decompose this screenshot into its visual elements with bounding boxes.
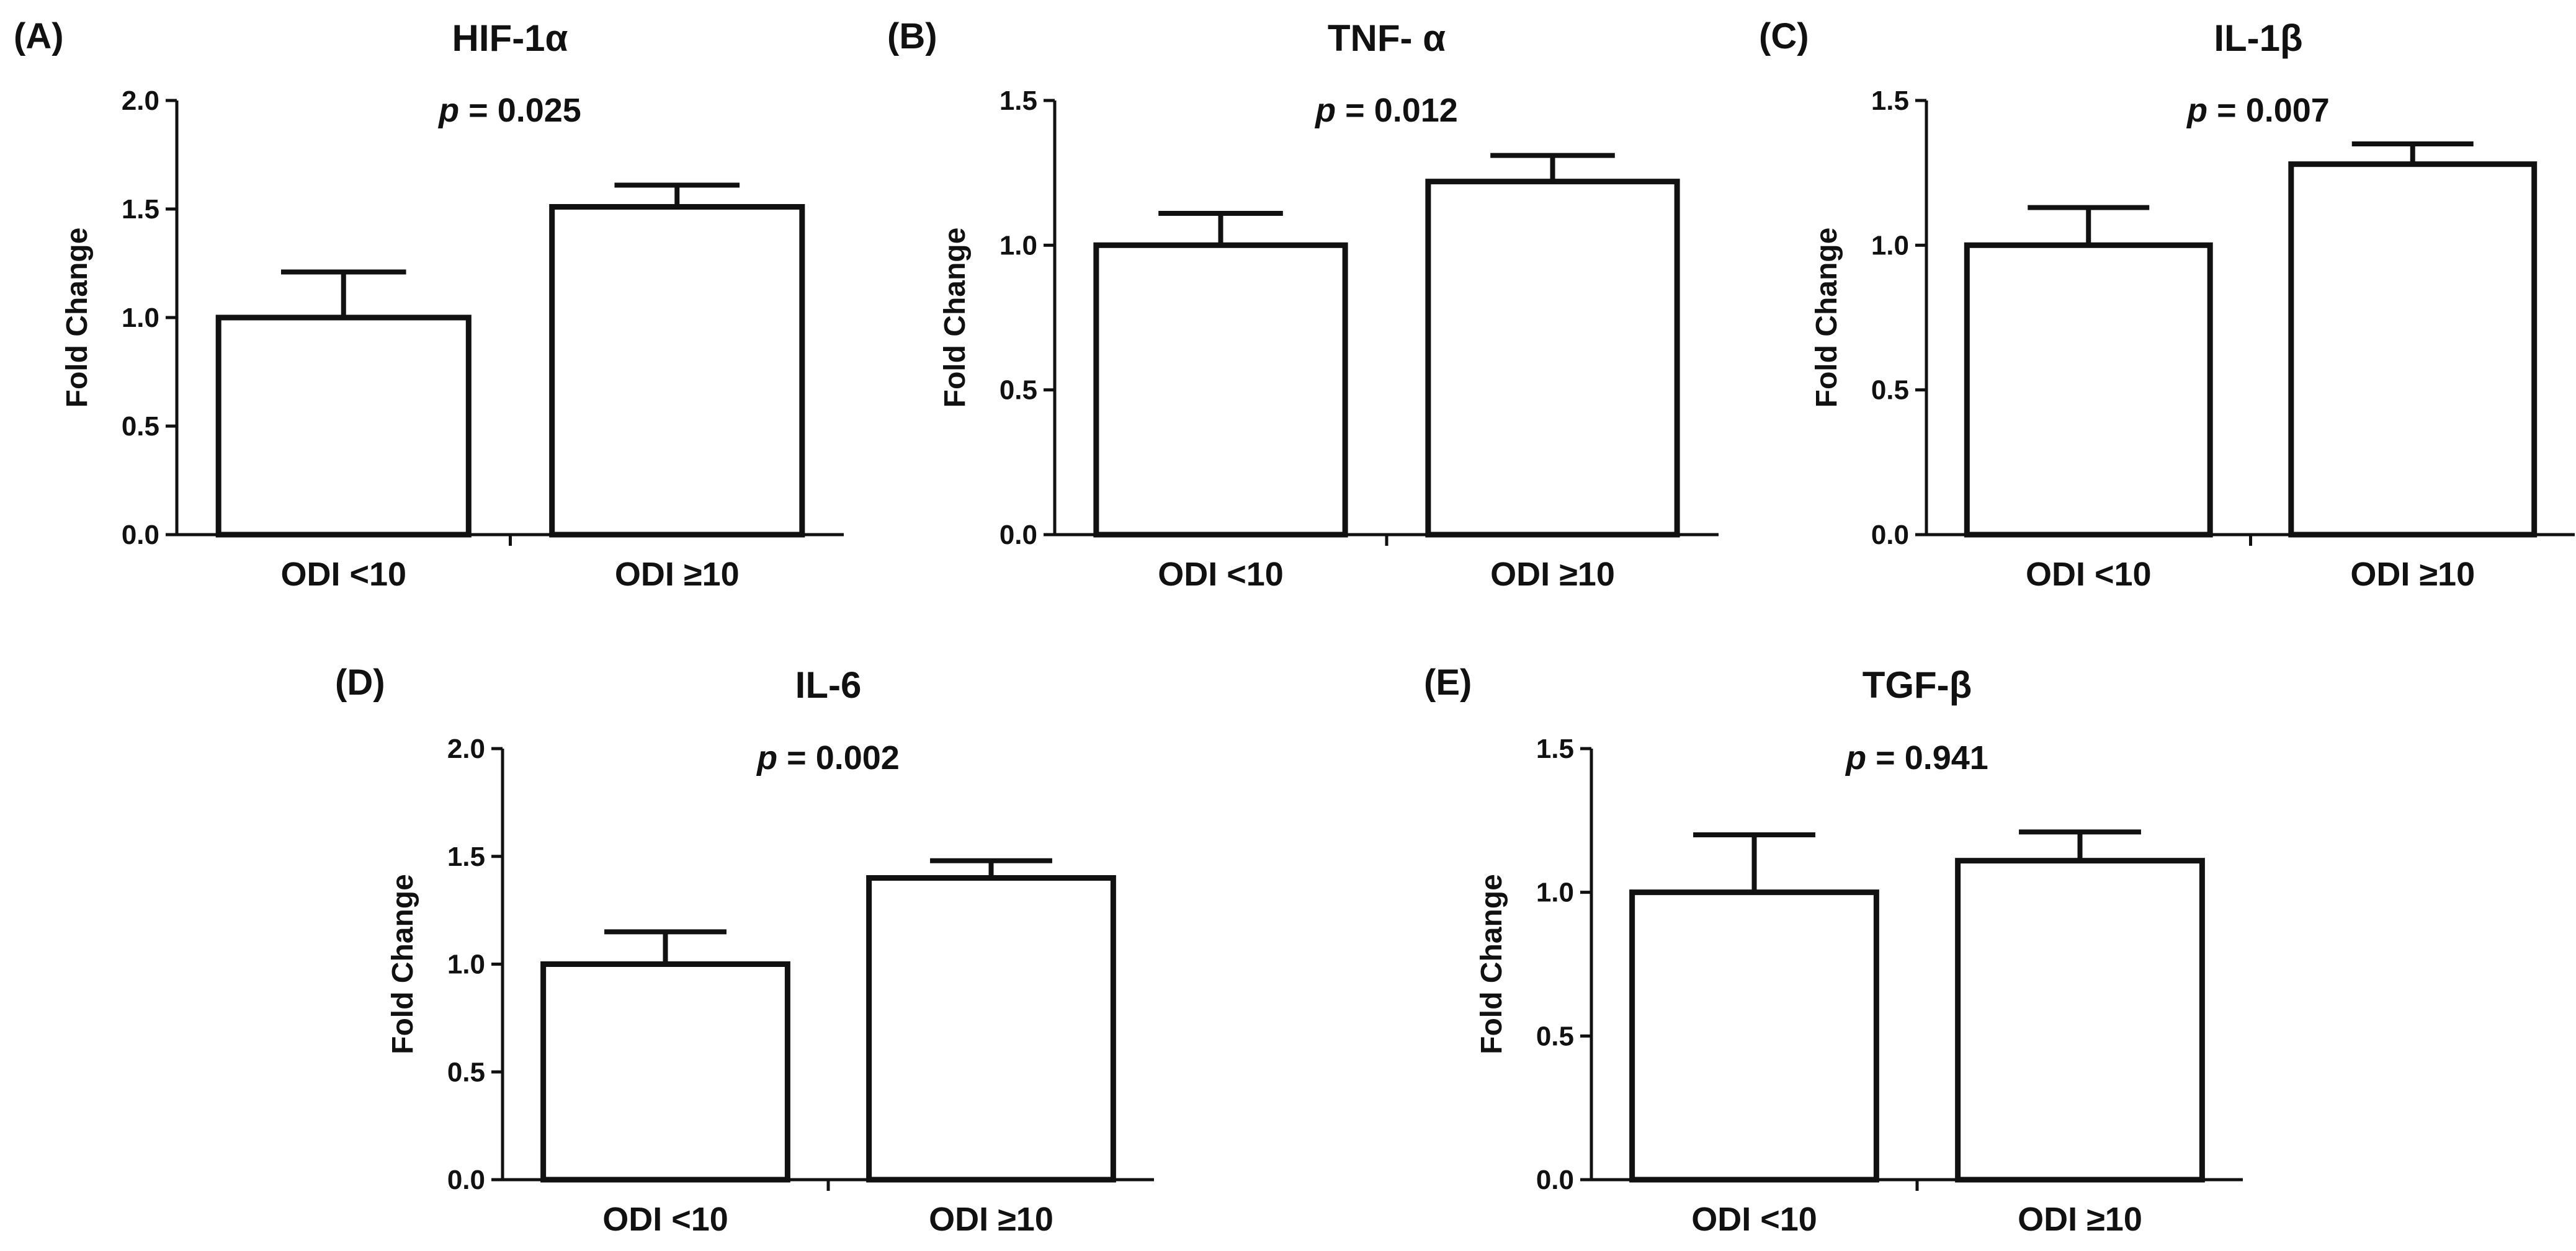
y-tick-label: 0.5 [1536,1021,1574,1051]
p-value: = 0.025 [459,92,581,129]
panel-label: (C) [1759,16,1809,56]
y-axis-label: Fold Change [387,874,419,1054]
x-category-label: ODI ≥10 [2350,556,2475,593]
bar-1 [1629,889,1879,1183]
y-tick-label: 1.5 [1871,86,1909,116]
chart-panel-4: (D) IL-6 p = 0.002 Fold Change 0.0 0.5 1.0 1.5 2… [335,662,1154,1238]
bar-1 [1964,242,2213,538]
y-tick-label: 1.0 [1871,230,1909,260]
p-value-annotation: p = 0.012 [1314,92,1458,129]
p-symbol: p [1845,739,1866,777]
y-tick-label: 0.5 [122,411,159,442]
panel-label: (A) [14,16,64,56]
p-value: = 0.012 [1336,92,1458,129]
panel-label: (B) [887,16,937,56]
bar-2 [549,204,805,538]
panel-label: (E) [1424,662,1472,703]
y-axis-label: Fold Change [61,228,94,408]
p-value-annotation: p = 0.007 [2186,92,2330,129]
chart-panel-1: (A) HIF-1α p = 0.025 Fold Change 0.0 0.5 1.0 1.… [14,16,844,593]
x-category-label: ODI ≥10 [2018,1201,2142,1238]
y-tick-label: 1.5 [447,842,485,872]
x-category-label: ODI <10 [1691,1201,1817,1238]
p-symbol: p [1314,92,1336,129]
chart-title: IL-1β [2214,17,2302,59]
chart-title: HIF-1α [452,17,568,59]
y-tick-label: 0.0 [1000,520,1037,550]
y-tick-label: 0.0 [1871,520,1909,550]
bar-1 [215,314,472,538]
panel-label: (D) [335,662,385,703]
p-value: = 0.002 [777,739,900,777]
bar-2 [1955,858,2205,1183]
y-tick-label: 1.5 [1536,734,1574,764]
chart-panel-5: (E) TGF-β p = 0.941 Fold Change 0.0 0.5 1.0 1.5… [1424,662,2243,1238]
y-tick-label: 0.0 [1536,1165,1574,1195]
p-symbol: p [756,739,777,777]
p-value: = 0.007 [2207,92,2330,129]
p-symbol: p [437,92,459,129]
y-axis-label: Fold Change [1810,228,1843,408]
y-tick-label: 0.5 [447,1057,485,1087]
bar-1 [1093,242,1348,538]
x-category-label: ODI <10 [2026,556,2152,593]
y-tick-label: 0.0 [447,1165,485,1195]
x-category-label: ODI <10 [602,1201,728,1238]
x-category-label: ODI <10 [280,556,406,593]
y-tick-label: 1.0 [1536,878,1574,908]
y-tick-label: 1.0 [1000,230,1037,260]
x-category-label: ODI ≥10 [929,1201,1053,1238]
bar-1 [540,961,790,1183]
x-category-label: ODI <10 [1158,556,1284,593]
bar-2 [2288,161,2538,538]
p-symbol: p [2186,92,2207,129]
y-tick-label: 0.5 [1871,375,1909,406]
p-value-annotation: p = 0.002 [756,739,900,777]
p-value: = 0.941 [1866,739,1988,777]
chart-title: TNF- α [1328,17,1446,59]
bar-2 [1425,179,1680,538]
y-tick-label: 1.5 [1000,86,1037,116]
y-tick-label: 1.0 [447,950,485,980]
y-tick-label: 1.0 [122,303,159,333]
y-axis-label: Fold Change [1475,874,1508,1054]
y-tick-label: 0.0 [122,520,159,550]
x-category-label: ODI ≥10 [615,556,740,593]
y-tick-label: 2.0 [122,86,159,116]
bar-2 [866,875,1116,1183]
chart-panel-2: (B) TNF- α p = 0.012 Fold Change 0.0 0.5 1.0 1.… [887,16,1719,593]
p-value-annotation: p = 0.941 [1845,739,1988,777]
y-tick-label: 0.5 [1000,375,1037,406]
x-category-label: ODI ≥10 [1490,556,1615,593]
y-tick-label: 2.0 [447,734,485,764]
p-value-annotation: p = 0.025 [437,92,581,129]
chart-title: TGF-β [1863,664,1972,706]
chart-title: IL-6 [795,664,862,706]
y-tick-label: 1.5 [122,194,159,225]
y-axis-label: Fold Change [939,228,972,408]
